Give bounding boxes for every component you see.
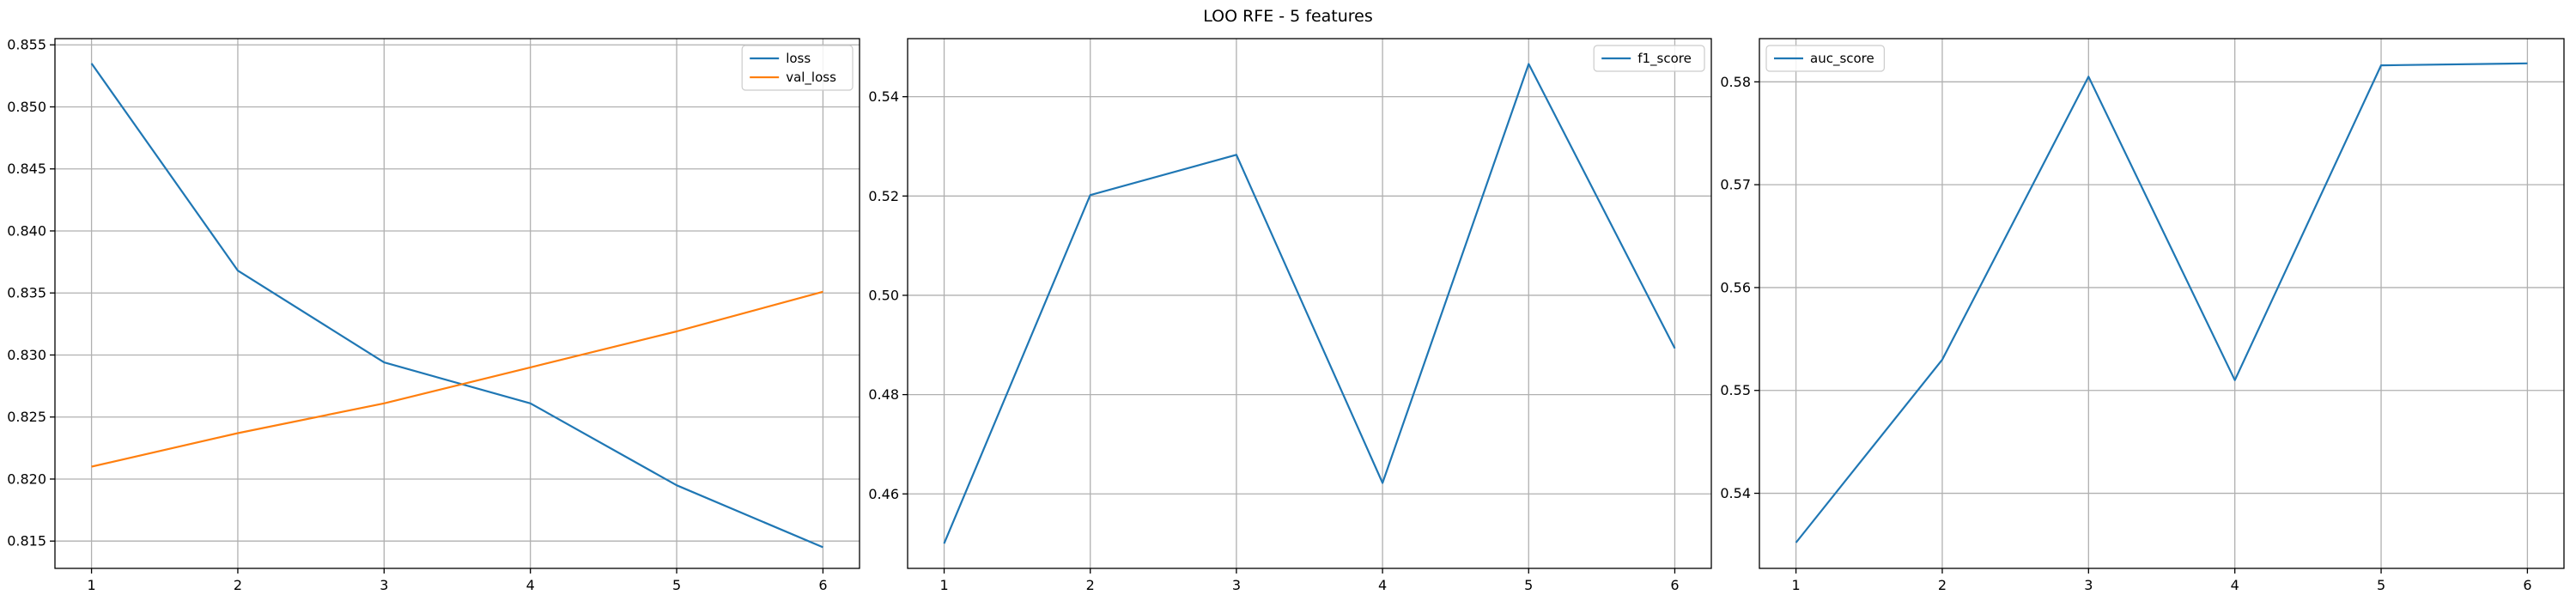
- legend-label-loss: loss: [786, 51, 811, 66]
- x-tick-label: 2: [1938, 577, 1947, 593]
- legend: f1_score: [1593, 45, 1705, 72]
- x-tick-label: 6: [2523, 577, 2531, 593]
- series-line-val_loss: [91, 290, 823, 468]
- y-tick-label: 0.55: [1720, 382, 1751, 398]
- y-tick-label: 0.830: [7, 347, 46, 363]
- x-tick-label: 5: [2377, 577, 2385, 593]
- y-tick-label: 0.54: [868, 88, 899, 105]
- x-tick-label: 5: [672, 577, 681, 593]
- axes-frame: [1759, 38, 2565, 569]
- y-tick-label: 0.52: [868, 188, 899, 204]
- x-tick-label: 4: [1378, 577, 1387, 593]
- series-line-loss: [90, 63, 823, 549]
- y-tick-label: 0.54: [1720, 485, 1751, 501]
- y-tick-label: 0.850: [7, 99, 46, 115]
- y-tick-label: 0.50: [868, 287, 899, 303]
- chart-panel-2: 1 2 3 4 5 6 0.46 0.48 0.50 0.52 0.54 f1_score: [868, 38, 1712, 593]
- y-tick-label: 0.48: [868, 386, 899, 403]
- chart-panel-1: 1 2 3 4 5 6 0.815 0.820 0.825 0.830 0.835 0.840 0.84…: [7, 37, 860, 593]
- y-tick-label: 0.815: [7, 533, 46, 549]
- legend-label-f1_score: f1_score: [1637, 51, 1692, 67]
- x-tick-label: 1: [939, 577, 948, 593]
- y-tick-label: 0.46: [868, 486, 899, 502]
- legend-label-auc_score: auc_score: [1810, 51, 1874, 67]
- x-tick-label: 6: [818, 577, 827, 593]
- x-tick-label: 3: [2084, 577, 2093, 593]
- x-tick-label: 3: [1232, 577, 1241, 593]
- legend-label-val_loss: val_loss: [786, 70, 836, 86]
- chart-panel-3: 1 2 3 4 5 6 0.54 0.55 0.56 0.57 0.58 auc_score: [1720, 38, 2565, 593]
- y-tick-label: 0.840: [7, 222, 46, 239]
- y-tick-label: 0.855: [7, 37, 46, 53]
- legend: loss val_loss: [741, 45, 854, 91]
- legend-box: [741, 45, 854, 91]
- y-tick-label: 0.56: [1720, 279, 1751, 295]
- y-tick-label: 0.58: [1720, 74, 1751, 90]
- figure-title: LOO RFE - 5 features: [1203, 7, 1373, 26]
- y-tick-label: 0.835: [7, 285, 46, 301]
- x-tick-label: 1: [87, 577, 95, 593]
- legend-box: [1765, 45, 1885, 72]
- axes-frame: [907, 38, 1712, 569]
- x-tick-label: 2: [1086, 577, 1095, 593]
- y-tick-label: 0.825: [7, 409, 46, 425]
- x-tick-label: 3: [380, 577, 388, 593]
- axes-frame: [54, 38, 860, 569]
- legend: auc_score: [1765, 45, 1885, 72]
- x-tick-label: 2: [234, 577, 242, 593]
- y-tick-label: 0.820: [7, 470, 46, 487]
- y-tick-label: 0.845: [7, 161, 46, 177]
- y-tick-label: 0.57: [1720, 177, 1751, 193]
- x-tick-label: 1: [1791, 577, 1800, 593]
- x-tick-label: 4: [2231, 577, 2239, 593]
- x-tick-label: 5: [1524, 577, 1533, 593]
- series-line-f1_score: [943, 63, 1676, 544]
- legend-box: [1593, 45, 1705, 72]
- x-tick-label: 6: [1670, 577, 1679, 593]
- series-line-auc_score: [1795, 62, 2528, 543]
- x-tick-label: 4: [526, 577, 535, 593]
